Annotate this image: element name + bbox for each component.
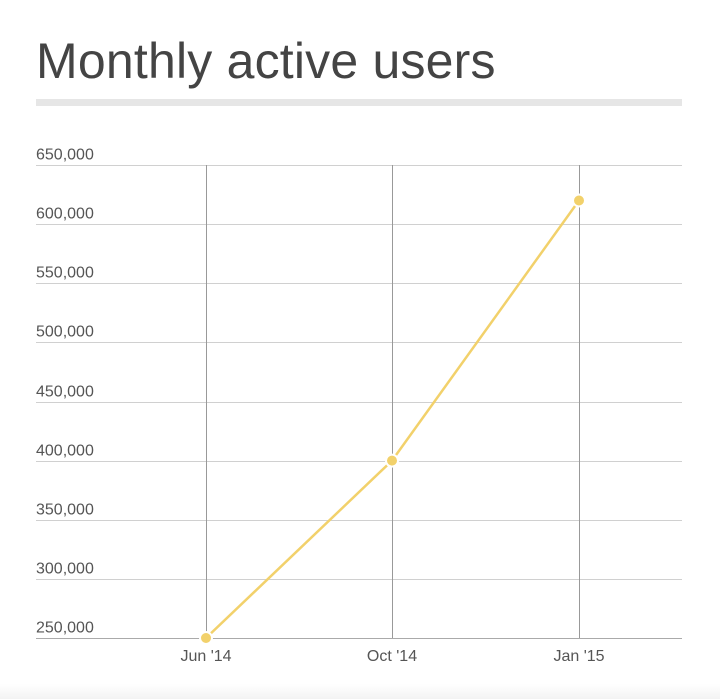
y-tick-label: 500,000 — [36, 324, 94, 341]
x-tick-label: Jun '14 — [180, 648, 231, 665]
x-axis-tick-labels: Jun '14 Oct '14 Jan '15 — [180, 648, 604, 665]
y-tick-label: 250,000 — [36, 620, 94, 637]
y-tick-label: 400,000 — [36, 443, 94, 460]
y-tick-label: 600,000 — [36, 206, 94, 223]
data-point[interactable] — [572, 193, 586, 208]
title-underline — [36, 99, 682, 106]
data-point[interactable] — [385, 453, 399, 468]
y-tick-label: 350,000 — [36, 502, 94, 519]
bottom-edge-shade — [0, 684, 720, 699]
data-point[interactable] — [199, 631, 213, 645]
y-tick-label: 450,000 — [36, 384, 94, 401]
y-tick-label: 550,000 — [36, 265, 94, 282]
y-tick-label: 300,000 — [36, 561, 94, 578]
series-layer — [199, 193, 586, 645]
x-tick-label: Oct '14 — [367, 648, 417, 665]
chart-title: Monthly active users — [36, 33, 496, 89]
y-tick-label: 650,000 — [36, 147, 94, 164]
x-tick-label: Jan '15 — [553, 648, 604, 665]
horizontal-gridlines — [36, 165, 682, 639]
vertical-gridlines — [206, 165, 580, 638]
y-axis-tick-labels: 250,000 300,000 350,000 400,000 450,000 500,0… — [36, 147, 94, 637]
